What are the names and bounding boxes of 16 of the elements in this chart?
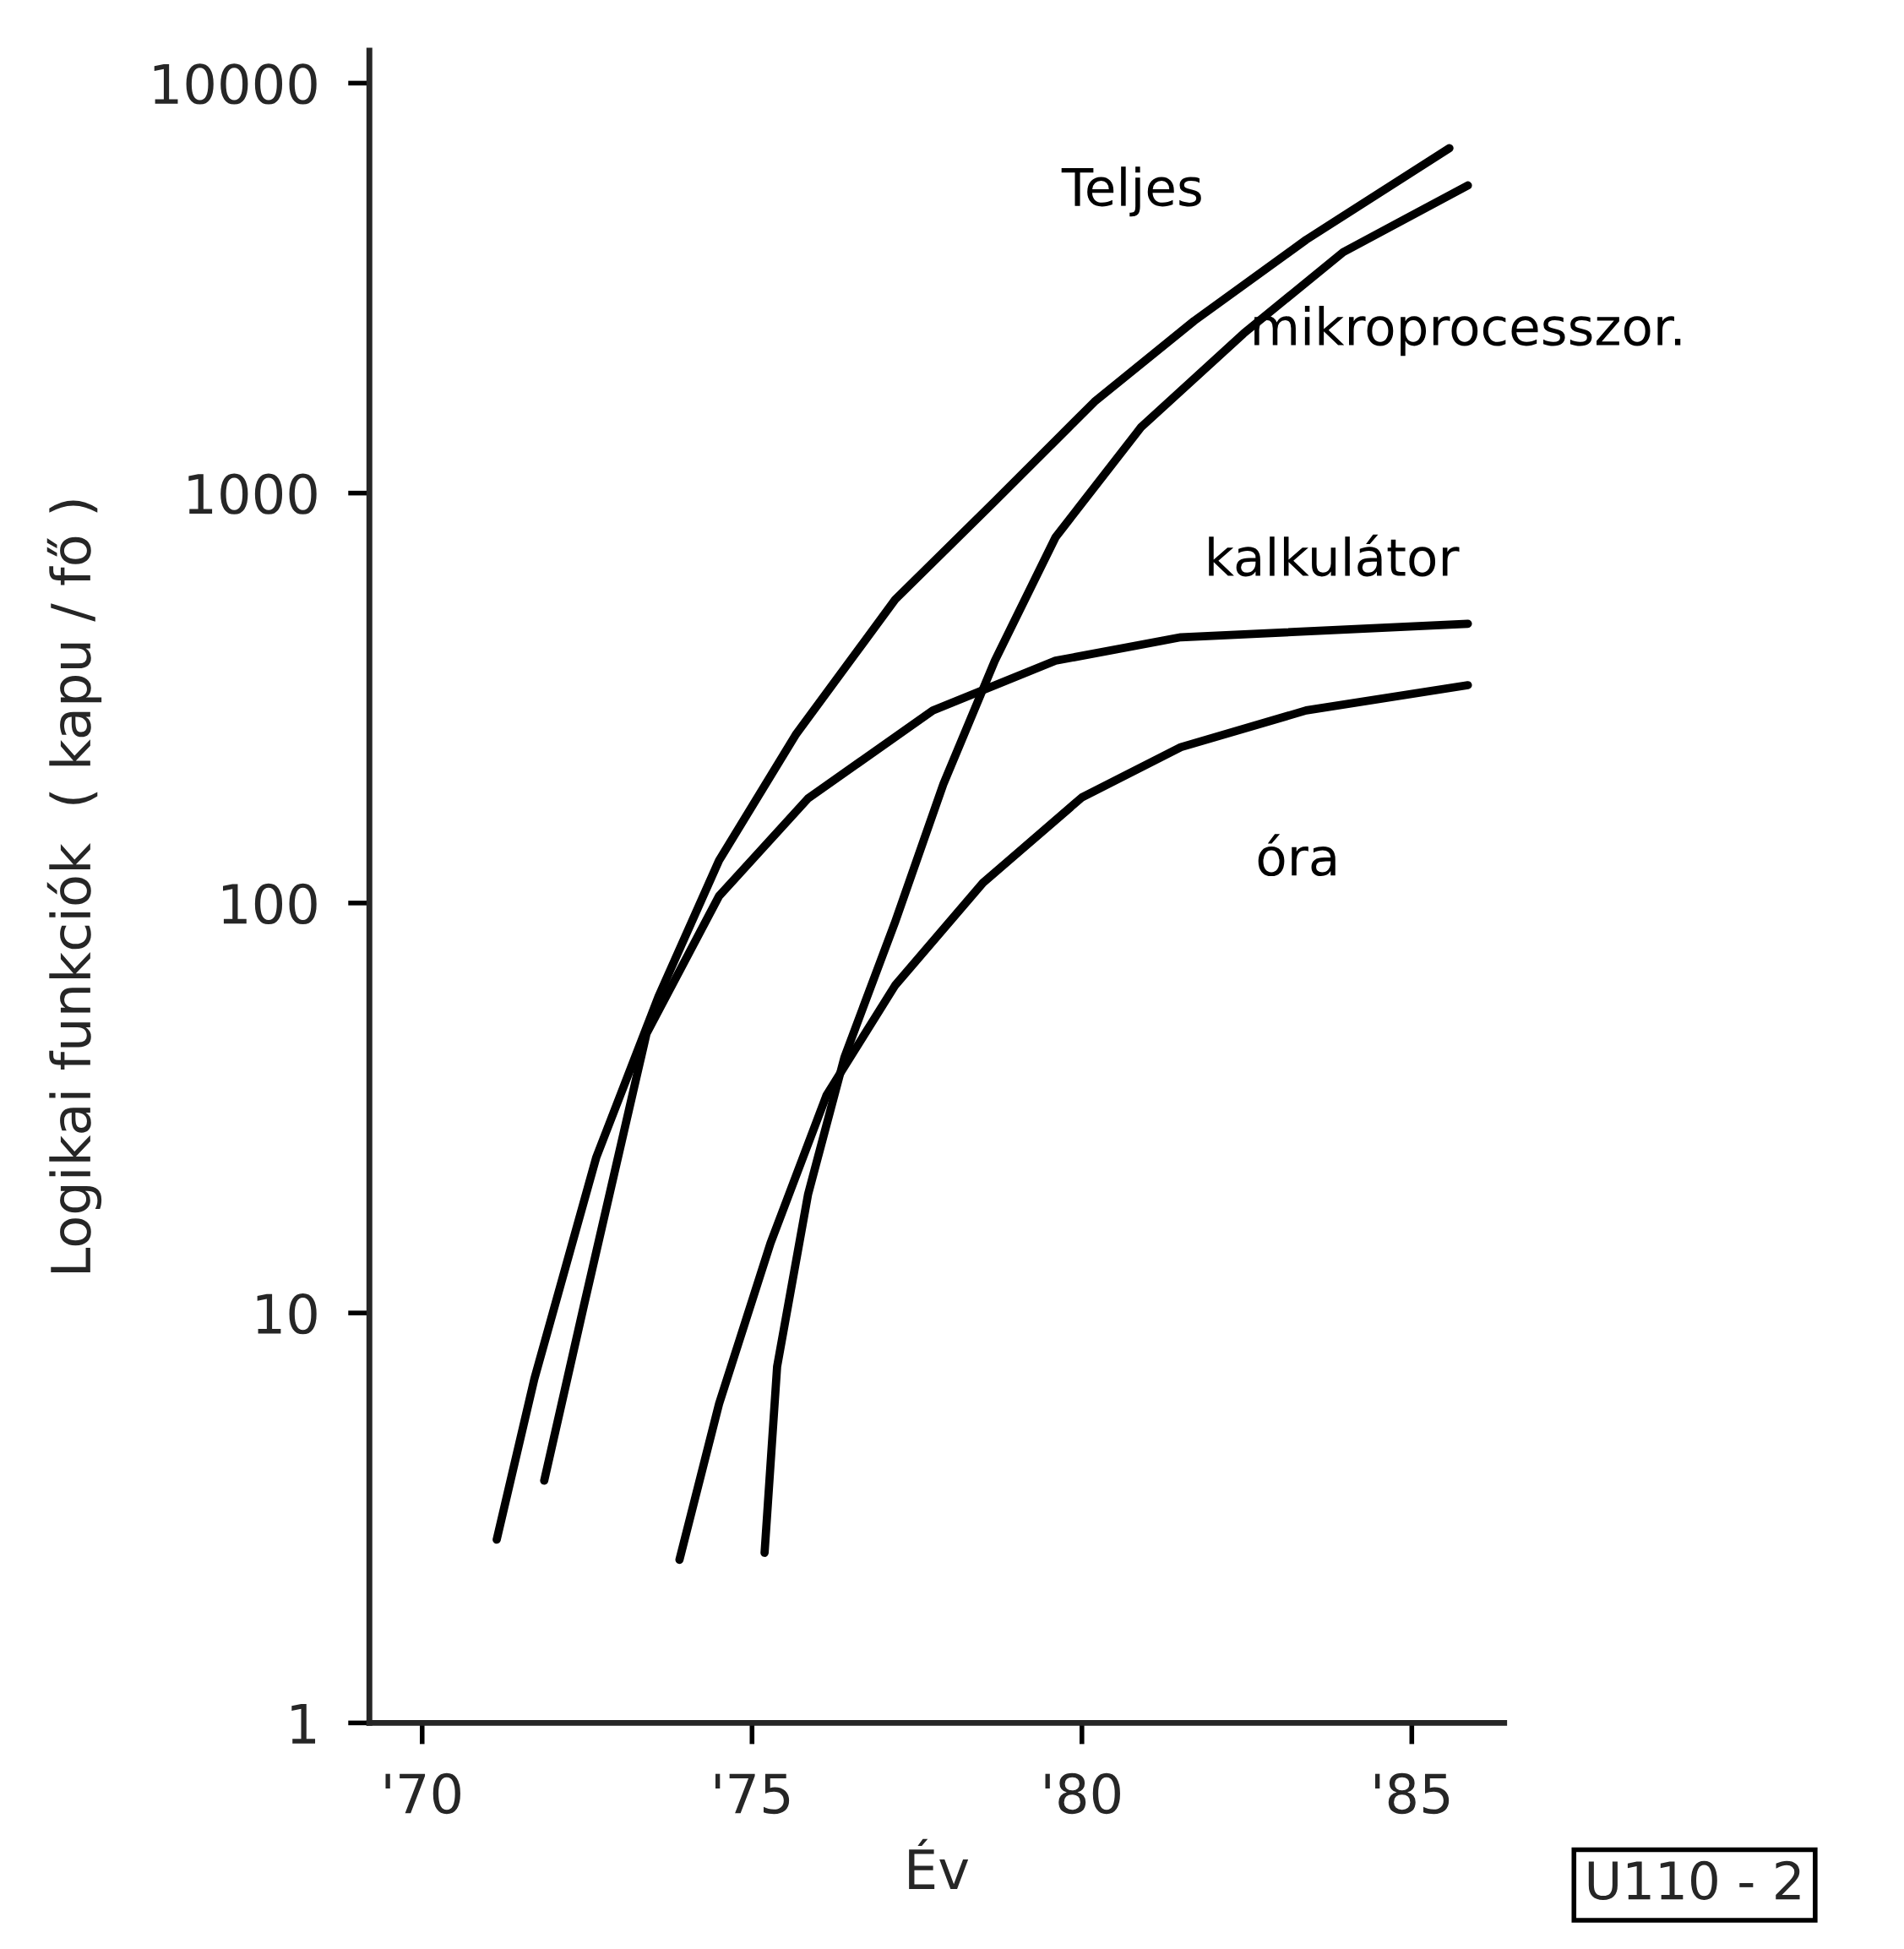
y-tick-label: 10 — [257, 1293, 317, 1335]
text: óra — [1258, 834, 1336, 877]
series-label: mikroprocesszor. — [1254, 306, 1681, 357]
y-tick-label: 1000 — [188, 473, 317, 514]
series-label: kalkulátor — [1209, 534, 1460, 577]
y-tick-label: 100 — [223, 883, 317, 925]
text: U110 - 2 — [1588, 1860, 1800, 1901]
x-axis-title: Év — [909, 1838, 969, 1889]
x-tick-label: '85 — [1375, 1772, 1450, 1815]
series-label: Teljes — [1061, 166, 1201, 217]
y-tick-label: 10000 — [154, 63, 317, 105]
y-tick-label: 1 — [291, 1704, 316, 1744]
x-tick-label: '70 — [385, 1772, 460, 1815]
y-axis-title: Logikai funkciók ( kapu / fő ) — [46, 500, 102, 1273]
x-tick-label: '75 — [715, 1773, 790, 1815]
x-tick-label: '80 — [1045, 1772, 1120, 1815]
